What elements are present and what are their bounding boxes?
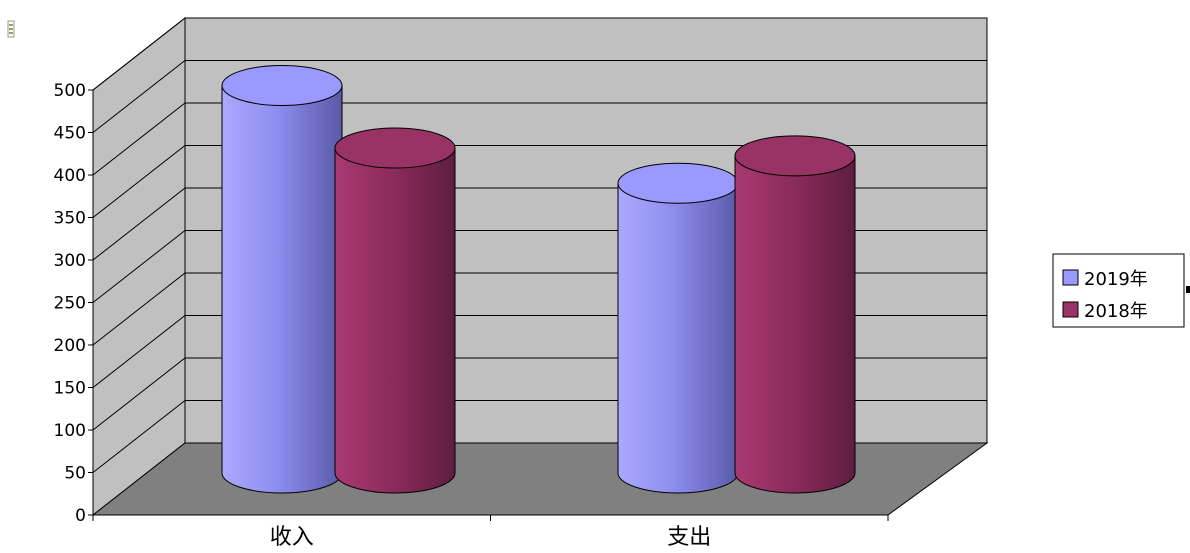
y-tick-label: 300: [54, 251, 86, 271]
legend: 2019年 2018年: [1052, 253, 1190, 328]
bar: [221, 64, 343, 494]
bar-top: [734, 135, 856, 177]
x-category-label: 支出: [667, 525, 711, 550]
legend-swatch: [1062, 269, 1079, 286]
bars: [221, 64, 856, 494]
bar: [334, 127, 456, 494]
y-tick-label: 150: [54, 379, 86, 399]
y-tick-label: 50: [64, 464, 86, 484]
bar-body: [734, 155, 856, 494]
bar-body: [617, 182, 739, 494]
selection-handle-icon: [1186, 286, 1190, 293]
bar-top: [334, 127, 456, 169]
x-category-label: 收入: [270, 525, 314, 550]
y-tick-label: 400: [54, 166, 86, 186]
gridline: [92, 17, 987, 91]
axes: 0 50 100 150 200 250 300 350 400 450 500 收入 支出: [54, 81, 889, 550]
y-tick-label: 350: [54, 209, 86, 229]
bar-top: [221, 64, 343, 106]
y-tick-label: 250: [54, 294, 86, 314]
y-tick-label: 450: [54, 124, 86, 144]
bar: [617, 162, 739, 494]
bar-body: [221, 84, 343, 494]
gridline: [92, 60, 987, 133]
y-tick-label: 100: [54, 421, 86, 441]
legend-label: 2018年: [1084, 301, 1148, 322]
bar: [734, 135, 856, 494]
y-tick-label: 500: [54, 81, 86, 101]
bar-body: [334, 147, 456, 494]
bar-top: [617, 162, 739, 204]
legend-swatch: [1062, 301, 1079, 318]
gridline: [92, 102, 987, 176]
y-tick-label: 200: [54, 336, 86, 356]
legend-label: 2019年: [1084, 269, 1148, 290]
gridline: [92, 145, 987, 218]
y-tick-label: 0: [75, 506, 86, 526]
corner-handle-icon: [7, 20, 15, 38]
